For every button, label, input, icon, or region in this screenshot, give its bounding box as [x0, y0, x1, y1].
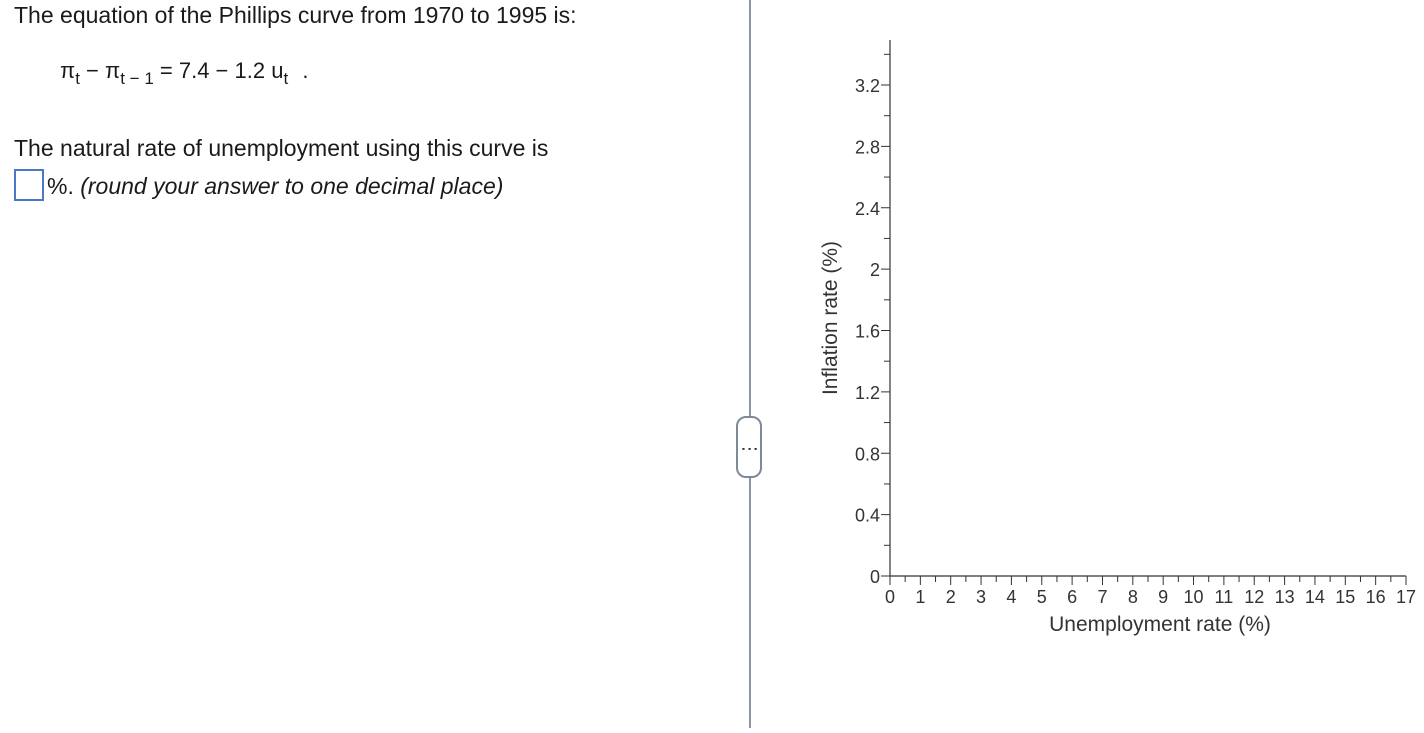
x-tick-label: 8 — [1128, 587, 1138, 607]
lagged-inflation-symbol: π — [105, 58, 121, 83]
x-tick-label: 10 — [1184, 587, 1204, 607]
y-tick-label: 1.2 — [855, 383, 880, 403]
y-tick-label: 2.8 — [855, 137, 880, 157]
x-tick-label: 0 — [885, 587, 895, 607]
x-tick-label: 6 — [1067, 587, 1077, 607]
x-tick-label: 12 — [1244, 587, 1264, 607]
y-tick-label: 3.2 — [855, 76, 880, 96]
x-tick-label: 11 — [1215, 587, 1234, 607]
equation-period: . — [302, 58, 309, 83]
rounding-instruction: (round your answer to one decimal place) — [80, 173, 504, 199]
x-tick-label: 1 — [915, 587, 925, 607]
time-subscript: t — [75, 69, 80, 88]
x-axis-ticks: 0 1 2 3 4 5 6 7 8 9 10 11 12 13 14 15 16 17 — [885, 576, 1416, 607]
question-body: The natural rate of unemployment using t… — [14, 129, 714, 205]
x-tick-label: 7 — [1097, 587, 1107, 607]
x-tick-label: 14 — [1305, 587, 1325, 607]
y-axis-ticks: 0 0.4 0.8 1.2 1.6 2 2.4 2.8 3.2 — [855, 53, 890, 587]
question-pane: The equation of the Phillips curve from … — [14, 2, 714, 205]
pane-divider[interactable] — [749, 0, 751, 728]
phillips-curve-equation: πt − πt − 1 = 7.4 − 1.2 ut . — [60, 57, 309, 88]
y-tick-label: 2.4 — [855, 199, 880, 219]
x-tick-label: 4 — [1006, 587, 1016, 607]
x-tick-label: 3 — [976, 587, 986, 607]
y-tick-label: 0.4 — [855, 506, 880, 526]
x-tick-label: 5 — [1037, 587, 1047, 607]
y-tick-label: 2 — [870, 260, 880, 280]
x-tick-label: 17 — [1396, 587, 1416, 607]
minus-sign: − — [86, 58, 99, 83]
x-tick-label: 2 — [946, 587, 956, 607]
natural-rate-answer-input[interactable] — [14, 168, 44, 201]
y-tick-label: 1.6 — [855, 322, 880, 342]
x-tick-label: 13 — [1275, 587, 1295, 607]
unemployment-subscript: t — [283, 69, 289, 88]
x-tick-label: 16 — [1366, 587, 1386, 607]
phillips-curve-graph[interactable]: 00.40.81.21.622.42.83.2 0 1 2 3 4 5 6 7 8 9 10 11 12… — [752, 0, 1424, 728]
x-tick-label: 9 — [1158, 587, 1168, 607]
question-intro: The equation of the Phillips curve from … — [14, 2, 577, 28]
percent-suffix: %. — [47, 173, 74, 199]
equation-right-side: = 7.4 − 1.2 u — [159, 58, 284, 83]
lagged-time-subscript: t − 1 — [120, 69, 154, 88]
y-tick-label: 0 — [870, 567, 880, 587]
graph-pane[interactable]: 0 0.4 0.8 1.2 1.6 2 2.4 2.8 3.2 0 1 2 3 4 5 6 7 8 9 10 11 12… — [752, 0, 1424, 728]
y-axis-title: Inflation rate (%) — [819, 241, 842, 395]
y-tick-label: 0.8 — [855, 444, 880, 464]
inflation-symbol: π — [60, 58, 76, 83]
splitter-handle[interactable]: ⋮ — [736, 416, 762, 478]
question-prompt: The natural rate of unemployment using t… — [14, 135, 549, 161]
x-tick-label: 15 — [1335, 587, 1355, 607]
x-axis-title: Unemployment rate (%) — [1049, 613, 1271, 636]
